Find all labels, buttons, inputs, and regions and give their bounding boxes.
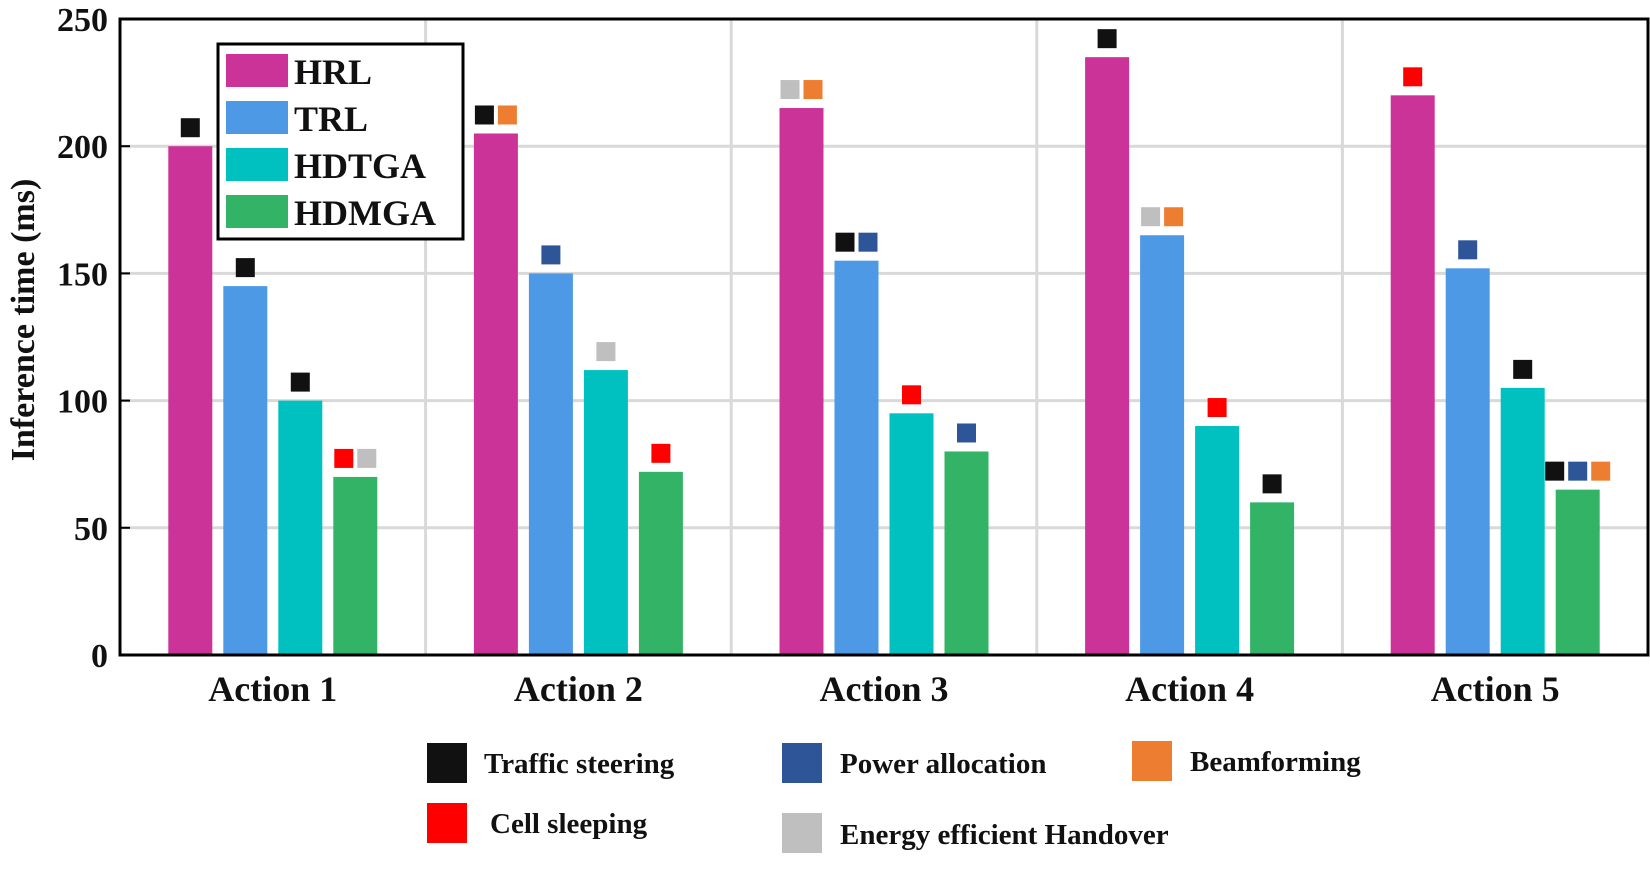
handover-marker — [780, 80, 800, 100]
handover-marker — [596, 342, 616, 362]
traffic-marker — [290, 372, 310, 392]
bar-hdmga — [333, 476, 378, 655]
legend-label: TRL — [294, 99, 368, 139]
y-tick-label: 250 — [57, 2, 108, 39]
power-marker — [1568, 461, 1588, 481]
y-tick-label: 150 — [57, 256, 108, 293]
cell-marker — [334, 448, 354, 468]
cell-marker — [1207, 398, 1227, 418]
cell-marker — [1403, 67, 1423, 87]
power-marker — [541, 245, 561, 265]
bar-trl — [1140, 235, 1185, 656]
bar-hdtga — [1500, 387, 1545, 655]
traffic-marker — [474, 105, 494, 125]
traffic-marker — [1545, 461, 1565, 481]
bar-hdmga — [1250, 502, 1295, 655]
cell-marker — [651, 443, 671, 463]
traffic-legend-swatch — [427, 743, 467, 783]
bars-layer — [168, 57, 1600, 656]
bar-hdmga — [638, 471, 683, 655]
bar-trl — [223, 286, 268, 655]
cell-legend-label: Cell sleeping — [490, 808, 648, 840]
bar-hdtga — [278, 400, 323, 655]
power-marker — [957, 423, 976, 443]
bar-hdmga — [944, 451, 989, 655]
marker-legend: Traffic steering Power allocation Beamform… — [427, 741, 1361, 853]
handover-legend-label: Energy efficient Handover — [840, 819, 1169, 851]
bar-hdtga — [583, 370, 628, 655]
power-legend-swatch — [782, 743, 822, 783]
bar-hrl — [779, 108, 824, 656]
beam-marker — [1591, 461, 1611, 481]
traffic-marker — [1513, 359, 1533, 379]
series-legend: HRL TRL HDTGA HDMGA — [216, 42, 465, 241]
bar-trl — [834, 260, 879, 655]
handover-legend-swatch — [782, 813, 822, 853]
y-axis-label: Inference time (ms) — [5, 179, 42, 462]
handover-marker — [357, 448, 377, 468]
y-tick-label: 100 — [57, 384, 108, 421]
legend-label: HRL — [294, 52, 372, 92]
beam-legend-label: Beamforming — [1190, 746, 1361, 778]
bar-hrl — [1390, 95, 1435, 655]
bar-hdtga — [1195, 426, 1240, 655]
x-tick-label: Action 4 — [1125, 669, 1254, 709]
power-marker — [1458, 240, 1478, 260]
legend-swatch — [226, 195, 288, 228]
x-tick-label: Action 2 — [514, 669, 643, 709]
beam-legend-swatch — [1132, 741, 1172, 781]
y-tick-label: 0 — [91, 638, 108, 675]
y-axis-ticks: 0 50 100 150 200 250 — [57, 2, 130, 675]
y-tick-label: 50 — [74, 511, 108, 548]
action-markers-layer — [180, 29, 1611, 494]
power-marker — [858, 232, 878, 252]
beam-marker — [803, 80, 823, 100]
traffic-marker — [835, 232, 855, 252]
legend-swatch — [226, 54, 288, 87]
bar-hdtga — [889, 413, 934, 655]
plot-frame — [118, 17, 1650, 657]
legend-swatch — [226, 101, 288, 134]
bar-hrl — [1085, 57, 1130, 656]
traffic-legend-label: Traffic steering — [484, 748, 675, 780]
bar-trl — [1445, 268, 1490, 655]
bar-hrl — [473, 133, 518, 656]
x-tick-label: Action 1 — [208, 669, 337, 709]
traffic-marker — [1097, 29, 1117, 49]
handover-marker — [1141, 207, 1161, 227]
beam-marker — [1164, 207, 1184, 227]
cell-marker — [902, 385, 921, 405]
y-tick-label: 200 — [57, 129, 108, 166]
traffic-marker — [235, 258, 255, 278]
bar-hrl — [168, 146, 213, 655]
x-tick-label: Action 5 — [1431, 669, 1560, 709]
legend-swatch — [226, 148, 288, 181]
power-legend-label: Power allocation — [840, 748, 1046, 780]
traffic-marker — [1262, 474, 1282, 494]
legend-label: HDMGA — [294, 193, 436, 233]
bar-trl — [528, 273, 573, 655]
x-tick-label: Action 3 — [820, 669, 949, 709]
legend-label: HDTGA — [294, 146, 426, 186]
x-axis-ticks: Action 1 Action 2 Action 3 Action 4 Action 5 — [208, 669, 1559, 709]
bar-hdmga — [1555, 489, 1600, 655]
cell-legend-swatch — [427, 803, 467, 843]
beam-marker — [497, 105, 517, 125]
traffic-marker — [180, 118, 200, 138]
